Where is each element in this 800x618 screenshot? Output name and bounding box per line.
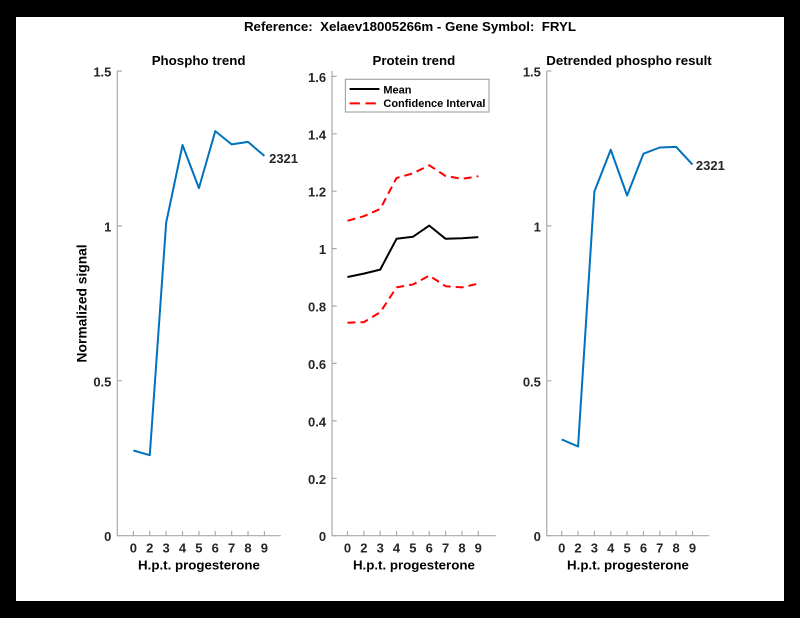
svg-text:1.5: 1.5 — [93, 65, 111, 80]
svg-text:4: 4 — [607, 541, 615, 556]
svg-text:4: 4 — [179, 541, 187, 556]
svg-text:8: 8 — [673, 541, 680, 556]
svg-text:1.5: 1.5 — [523, 65, 541, 80]
svg-text:1.4: 1.4 — [308, 127, 327, 142]
svg-text:5: 5 — [195, 541, 202, 556]
svg-text:7: 7 — [656, 541, 663, 556]
svg-text:3: 3 — [163, 541, 170, 556]
svg-text:0.5: 0.5 — [523, 374, 541, 389]
svg-text:5: 5 — [409, 541, 416, 556]
svg-text:1.6: 1.6 — [308, 70, 326, 85]
svg-text:9: 9 — [689, 541, 696, 556]
svg-text:1: 1 — [319, 242, 326, 257]
svg-text:2: 2 — [146, 541, 153, 556]
svg-text:Mean: Mean — [383, 85, 411, 97]
svg-text:7: 7 — [228, 541, 235, 556]
svg-text:0: 0 — [344, 541, 351, 556]
svg-text:2: 2 — [574, 541, 581, 556]
svg-text:0.2: 0.2 — [308, 472, 326, 487]
svg-text:0.5: 0.5 — [93, 374, 111, 389]
svg-text:1.2: 1.2 — [308, 185, 326, 200]
svg-text:0.6: 0.6 — [308, 357, 326, 372]
svg-text:0.4: 0.4 — [308, 414, 327, 429]
svg-text:0: 0 — [130, 541, 137, 556]
svg-text:6: 6 — [640, 541, 647, 556]
svg-text:9: 9 — [475, 541, 482, 556]
svg-text:Phospho trend: Phospho trend — [152, 53, 246, 68]
svg-text:6: 6 — [426, 541, 433, 556]
svg-text:Normalized signal: Normalized signal — [75, 244, 90, 362]
svg-text:7: 7 — [442, 541, 449, 556]
svg-text:H.p.t. progesterone: H.p.t. progesterone — [353, 557, 475, 572]
svg-text:8: 8 — [244, 541, 251, 556]
svg-text:1: 1 — [534, 219, 541, 234]
svg-text:3: 3 — [377, 541, 384, 556]
svg-text:Reference: Xelaev18005266m -: Reference: Xelaev18005266m - Gene Symbol… — [244, 19, 576, 34]
svg-text:H.p.t. progesterone: H.p.t. progesterone — [567, 557, 689, 572]
svg-text:Protein trend: Protein trend — [373, 53, 456, 68]
svg-text:1: 1 — [104, 219, 111, 234]
svg-text:0: 0 — [104, 529, 111, 544]
svg-text:H.p.t. progesterone: H.p.t. progesterone — [138, 557, 260, 572]
svg-text:Detrended phospho result: Detrended phospho result — [546, 53, 712, 68]
svg-text:9: 9 — [261, 541, 268, 556]
svg-text:0.8: 0.8 — [308, 300, 326, 315]
svg-text:0: 0 — [534, 529, 541, 544]
svg-text:8: 8 — [458, 541, 465, 556]
svg-text:2321: 2321 — [696, 158, 725, 173]
svg-text:5: 5 — [623, 541, 630, 556]
svg-text:0: 0 — [319, 529, 326, 544]
svg-text:6: 6 — [212, 541, 219, 556]
svg-text:4: 4 — [393, 541, 401, 556]
svg-text:Confidence Interval: Confidence Interval — [383, 98, 485, 110]
svg-text:3: 3 — [591, 541, 598, 556]
svg-text:0: 0 — [558, 541, 565, 556]
svg-text:2321: 2321 — [269, 151, 298, 166]
svg-text:2: 2 — [360, 541, 367, 556]
